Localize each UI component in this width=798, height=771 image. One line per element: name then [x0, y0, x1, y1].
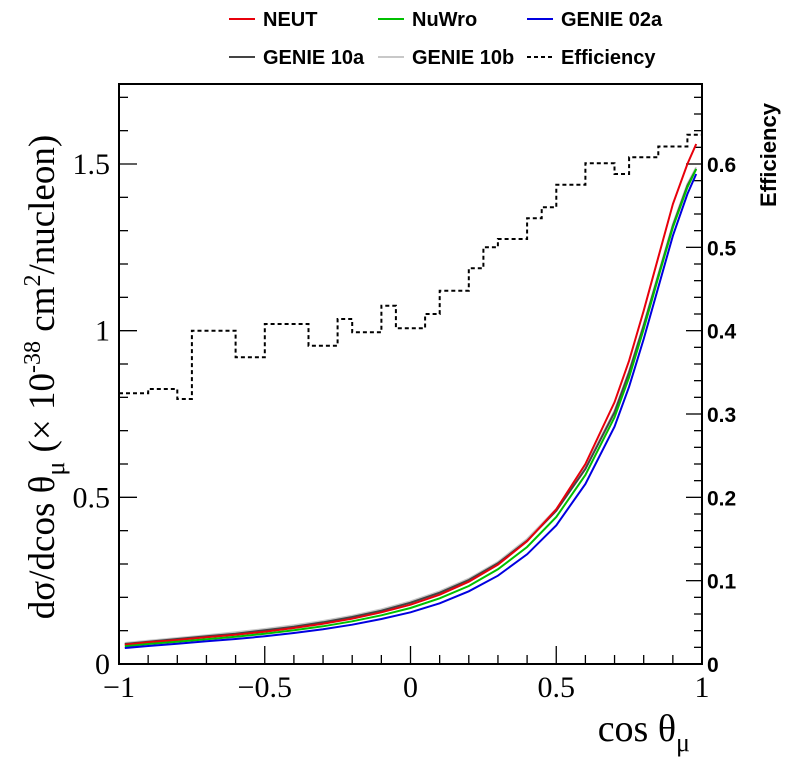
legend-label: Efficiency — [561, 47, 656, 69]
y2-tick-label: 0.4 — [707, 321, 737, 344]
series-line-genie-10b — [124, 166, 698, 644]
legend-label: GENIE 02a — [561, 9, 663, 31]
x-tick-label: −1 — [103, 671, 135, 704]
y2-tick-label: 0.2 — [707, 487, 736, 510]
legend-entry: GENIE 10a — [229, 47, 365, 69]
x-tick-label: 0 — [403, 671, 418, 704]
y2-tick-label: 0.3 — [707, 404, 736, 427]
y2-tick-label: 0.6 — [707, 154, 736, 177]
legend-label: NEUT — [263, 9, 317, 31]
plot-area — [119, 133, 702, 649]
legend-entry: GENIE 02a — [527, 9, 663, 31]
legend: NEUT NuWro GENIE 02a GENIE 10a GENIE 10b Effi… — [229, 9, 663, 69]
y2-tick-label: 0.1 — [707, 571, 737, 594]
x-tick-label: 0.5 — [538, 671, 576, 704]
axes: −1 −0.5 0 0.5 100.511.500.10.20.30.40.50.6 — [73, 96, 737, 704]
x-tick-label: 1 — [695, 671, 710, 704]
series-line-nuwro — [124, 168, 698, 648]
legend-label: GENIE 10b — [412, 47, 514, 69]
legend-entry: NEUT — [229, 9, 317, 31]
plot-frame — [118, 83, 703, 665]
legend-entry: NuWro — [378, 9, 477, 31]
legend-label: GENIE 10a — [263, 47, 365, 69]
series-line-genie-02a — [124, 173, 698, 649]
y-tick-label: 1.5 — [73, 148, 111, 181]
x-axis-title: cos θμ — [598, 708, 690, 757]
legend-label: NuWro — [412, 9, 477, 31]
x-tick-label: −0.5 — [238, 671, 292, 704]
legend-entry: Efficiency — [527, 47, 656, 69]
efficiency-histogram — [119, 133, 702, 400]
axis-labels: cos θμ dσ/dcos θμ (× 10-38 cm2/nucleon) Ef… — [20, 102, 781, 757]
series-line-neut — [124, 143, 698, 646]
y-axis-title: dσ/dcos θμ (× 10-38 cm2/nucleon) — [20, 135, 70, 619]
y2-axis-title: Efficiency — [756, 102, 781, 207]
y2-tick-label: 0.5 — [707, 237, 737, 260]
y2-tick-label: 0 — [707, 654, 719, 677]
y-tick-label: 1 — [95, 315, 110, 348]
legend-entry: GENIE 10b — [378, 47, 514, 69]
y-tick-label: 0.5 — [73, 481, 111, 514]
series-line-genie-10a — [124, 168, 698, 645]
y-tick-label: 0 — [95, 648, 110, 681]
